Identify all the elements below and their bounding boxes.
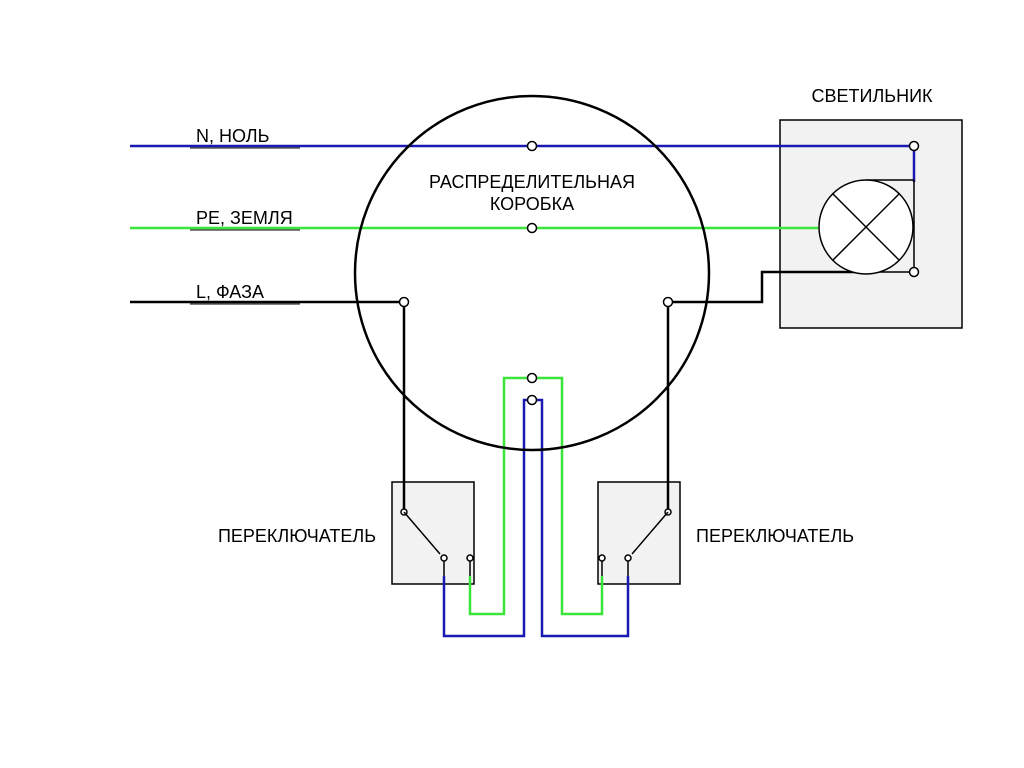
label-earth: PE, ЗЕМЛЯ <box>196 208 293 228</box>
label-junction-1: РАСПРЕДЕЛИТЕЛЬНАЯ <box>429 172 635 192</box>
label-switch-right: ПЕРЕКЛЮЧАТЕЛЬ <box>696 526 854 546</box>
label-switch-left: ПЕРЕКЛЮЧАТЕЛЬ <box>218 526 376 546</box>
label-lamp: СВЕТИЛЬНИК <box>812 86 934 106</box>
wire-traveller-green <box>470 378 602 614</box>
label-neutral: N, НОЛЬ <box>196 126 269 146</box>
label-junction-2: КОРОБКА <box>490 194 574 214</box>
label-phase: L, ФАЗА <box>196 282 264 302</box>
wiring-diagram: СВЕТИЛЬНИК N, НОЛЬ PE, ЗЕМЛЯ L, ФАЗА РАС… <box>0 0 1024 768</box>
